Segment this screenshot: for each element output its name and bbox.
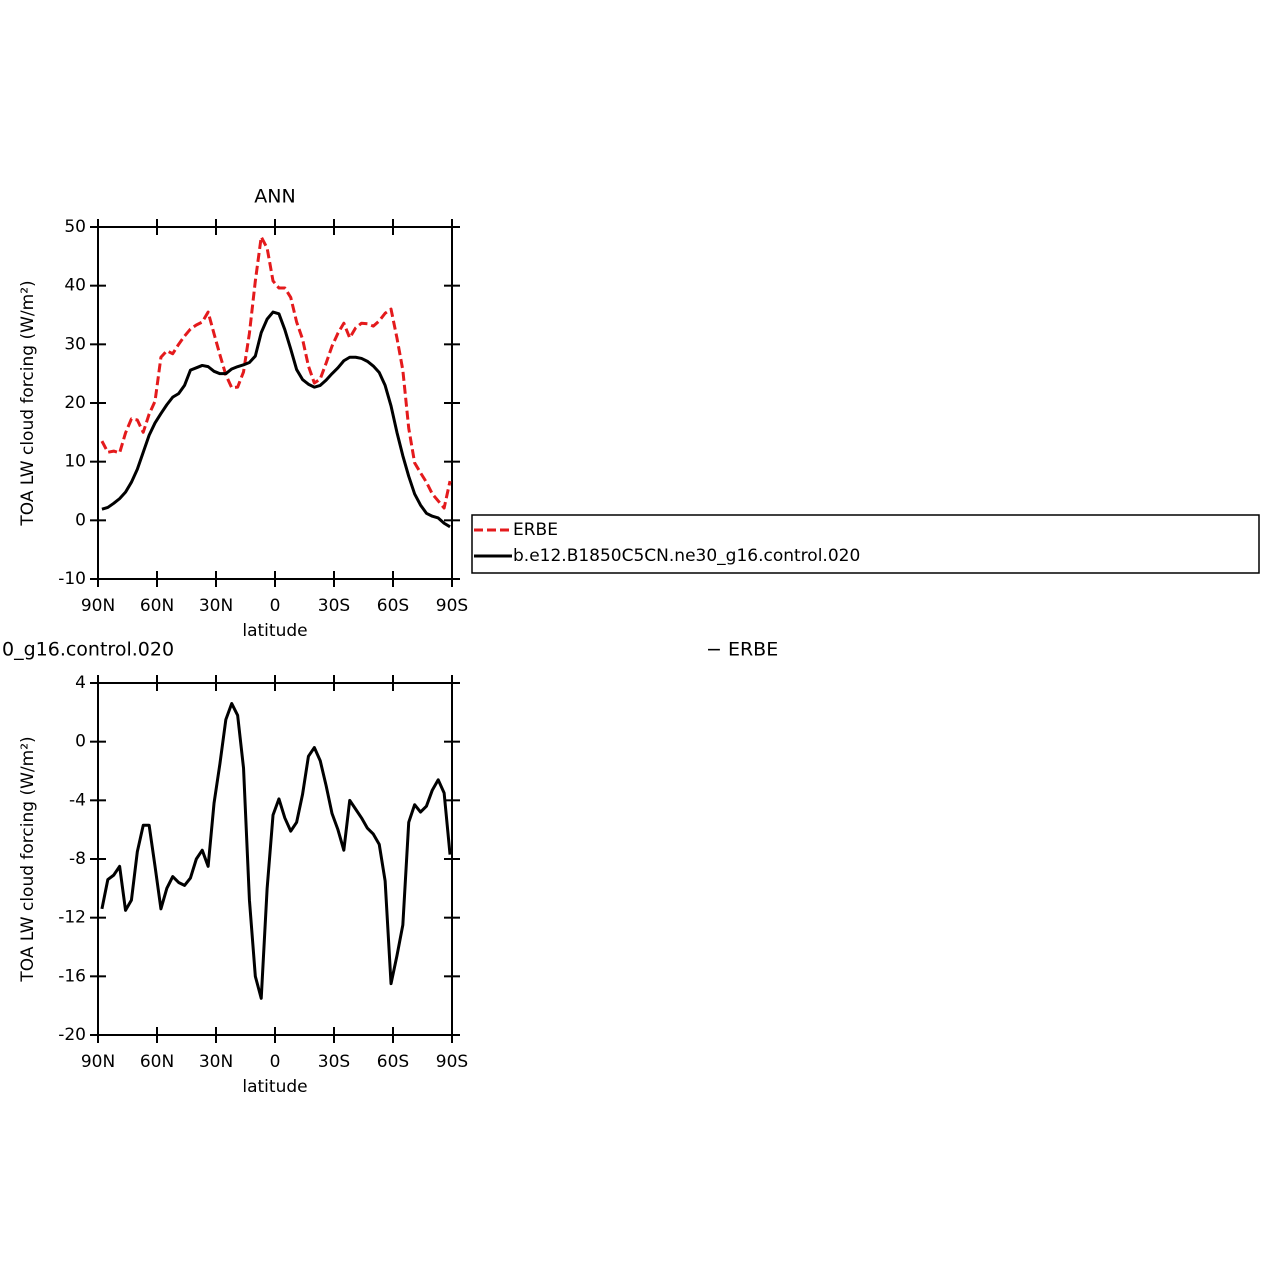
y-tick-label: -4	[69, 790, 86, 810]
x-axis-label: latitude	[242, 621, 307, 641]
series-line	[100, 235, 452, 510]
legend-label: b.e12.B1850C5CN.ne30_g16.control.020	[513, 546, 860, 566]
x-tick-label: 90S	[436, 1052, 468, 1072]
series-line	[100, 702, 452, 1000]
x-tick-label: 30N	[199, 596, 233, 616]
y-tick-label: -20	[58, 1025, 86, 1045]
x-tick-label: 0	[270, 1052, 281, 1072]
y-tick-label: -12	[58, 908, 86, 928]
y-tick-label: -8	[69, 849, 86, 869]
x-tick-label: 30S	[318, 1052, 350, 1072]
chart-title: ANN	[254, 186, 295, 208]
x-tick-label: 60N	[140, 596, 174, 616]
chart-title-left: 0_g16.control.020	[2, 639, 174, 661]
y-tick-label: 4	[75, 673, 86, 693]
x-tick-label: 60S	[377, 596, 409, 616]
x-tick-label: 60S	[377, 1052, 409, 1072]
x-tick-label: 90N	[81, 1052, 115, 1072]
y-tick-label: 30	[64, 334, 86, 354]
x-tick-label: 0	[270, 596, 281, 616]
x-tick-label: 60N	[140, 1052, 174, 1072]
y-tick-label: 20	[64, 393, 86, 413]
x-tick-label: 90N	[81, 596, 115, 616]
plot-frame	[97, 226, 453, 580]
y-tick-label: -16	[58, 966, 86, 986]
y-tick-label: 50	[64, 217, 86, 237]
legend-box	[471, 514, 1260, 574]
chart-title-right: − ERBE	[706, 639, 778, 661]
y-axis-label: TOA LW cloud forcing (W/m²)	[18, 736, 38, 982]
plot-frame	[97, 682, 453, 1036]
series-line	[101, 310, 451, 529]
y-axis-label: TOA LW cloud forcing (W/m²)	[18, 280, 38, 526]
x-axis-label: latitude	[242, 1077, 307, 1097]
legend-label: ERBE	[513, 520, 558, 540]
x-tick-label: 90S	[436, 596, 468, 616]
x-tick-label: 30S	[318, 596, 350, 616]
y-tick-label: 0	[75, 732, 86, 752]
y-tick-label: 40	[64, 276, 86, 296]
y-tick-label: -10	[58, 569, 86, 589]
x-tick-label: 30N	[199, 1052, 233, 1072]
y-tick-label: 0	[75, 510, 86, 530]
y-tick-label: 10	[64, 452, 86, 472]
